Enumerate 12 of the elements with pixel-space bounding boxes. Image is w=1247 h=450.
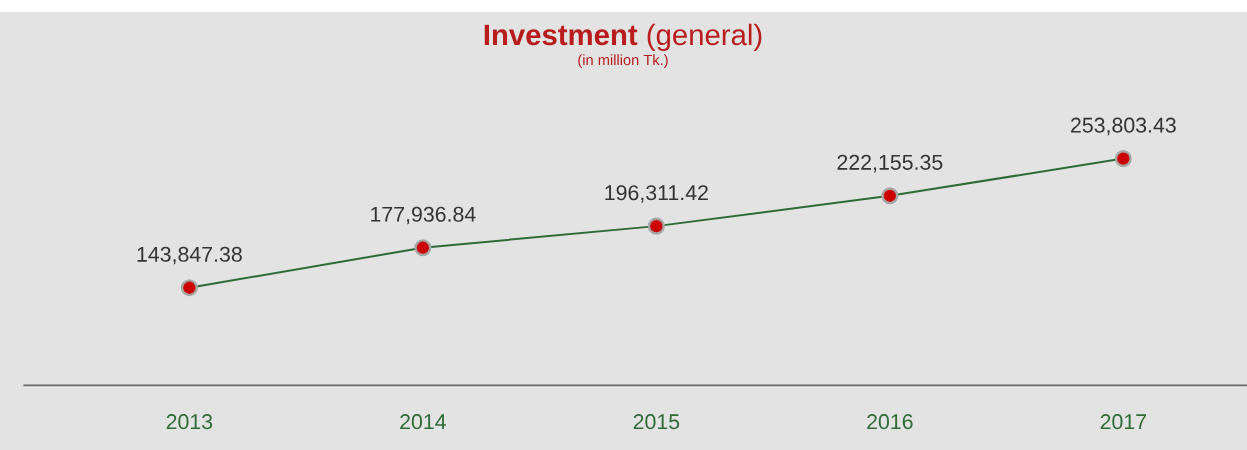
data-label: 253,803.43 xyxy=(1071,117,1176,136)
chart-title: Investment (general) xyxy=(484,23,762,52)
x-tick-label: 2013 xyxy=(166,414,213,430)
x-tick-label: 2014 xyxy=(400,414,446,430)
data-label: 143,847.38 xyxy=(137,246,242,265)
data-label: 222,155.35 xyxy=(837,154,943,173)
x-tick-label: 2016 xyxy=(867,414,913,430)
x-tick-label: 2017 xyxy=(1100,414,1146,430)
data-label: 177,936.84 xyxy=(371,206,476,225)
data-label: 196,311.42 xyxy=(605,185,708,203)
chart-subtitle: (in million Tk.) xyxy=(578,54,668,69)
x-tick-label: 2015 xyxy=(633,414,680,430)
